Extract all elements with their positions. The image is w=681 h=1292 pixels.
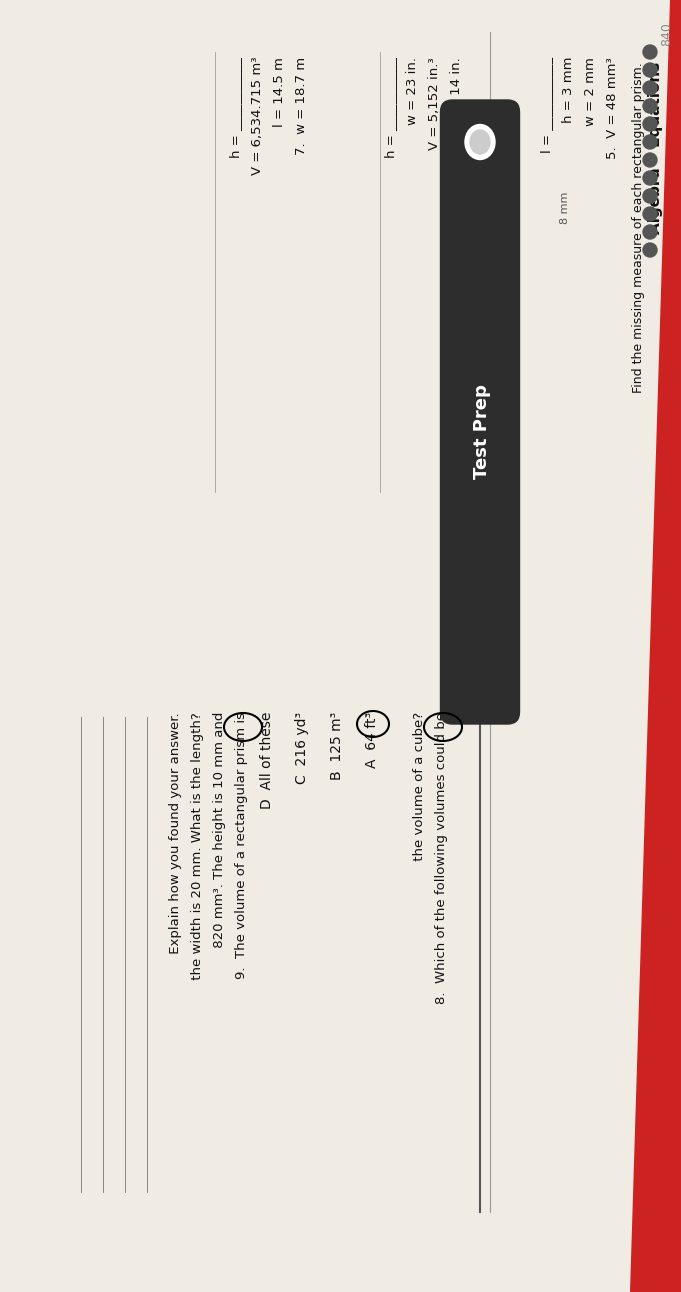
Ellipse shape [470, 130, 490, 154]
Text: w = 23 in.: w = 23 in. [406, 57, 419, 142]
Text: 840: 840 [660, 22, 673, 47]
Circle shape [643, 207, 657, 221]
Text: B  125 m³: B 125 m³ [330, 712, 344, 780]
Text: C  216 yd³: C 216 yd³ [295, 712, 309, 784]
Text: 8 mm: 8 mm [560, 193, 570, 225]
Circle shape [643, 243, 657, 257]
Text: V = 5,152 in.³: V = 5,152 in.³ [428, 57, 441, 167]
Circle shape [643, 152, 657, 167]
Circle shape [643, 63, 657, 78]
Circle shape [643, 118, 657, 130]
Text: 7.  w = 18.7 m: 7. w = 18.7 m [295, 57, 308, 155]
Text: Explain how you found your answer.: Explain how you found your answer. [169, 712, 182, 974]
Circle shape [643, 189, 657, 203]
Circle shape [643, 45, 657, 59]
Text: 5.  V = 48 mm³: 5. V = 48 mm³ [606, 57, 619, 159]
Polygon shape [630, 0, 681, 1292]
Circle shape [643, 171, 657, 185]
Text: h = ___________: h = ___________ [384, 57, 397, 174]
Text: h = 3 mm: h = 3 mm [562, 57, 575, 141]
Circle shape [643, 134, 657, 149]
Text: w = 2 mm: w = 2 mm [584, 57, 597, 143]
Text: l = ___________: l = ___________ [540, 57, 553, 171]
Text: D  All of these: D All of these [260, 712, 274, 809]
Text: the volume of a cube?: the volume of a cube? [413, 712, 426, 882]
Text: Test Prep: Test Prep [473, 385, 491, 479]
Circle shape [643, 81, 657, 96]
Ellipse shape [465, 124, 495, 159]
FancyBboxPatch shape [441, 99, 520, 724]
Text: A  64 ft³: A 64 ft³ [365, 712, 379, 769]
Text: l = 14.5 m: l = 14.5 m [273, 57, 286, 143]
Text: V = 6,534.715 m³: V = 6,534.715 m³ [251, 57, 264, 193]
Text: Algebra • Equations: Algebra • Equations [648, 62, 663, 234]
Text: 6.  l = 14 in.: 6. l = 14 in. [450, 57, 463, 138]
Text: h = ___________: h = ___________ [229, 57, 242, 174]
Circle shape [643, 99, 657, 112]
Text: 820 mm³. The height is 10 mm and: 820 mm³. The height is 10 mm and [213, 712, 226, 969]
Text: 9.  The volume of a rectangular prism is: 9. The volume of a rectangular prism is [235, 712, 248, 979]
Text: 8.  Which of the following volumes could be: 8. Which of the following volumes could … [435, 712, 448, 1004]
Text: the width is 20 mm. What is the length?: the width is 20 mm. What is the length? [191, 712, 204, 1001]
Circle shape [643, 225, 657, 239]
Text: Find the missing measure of each rectangular prism.: Find the missing measure of each rectang… [632, 62, 645, 393]
